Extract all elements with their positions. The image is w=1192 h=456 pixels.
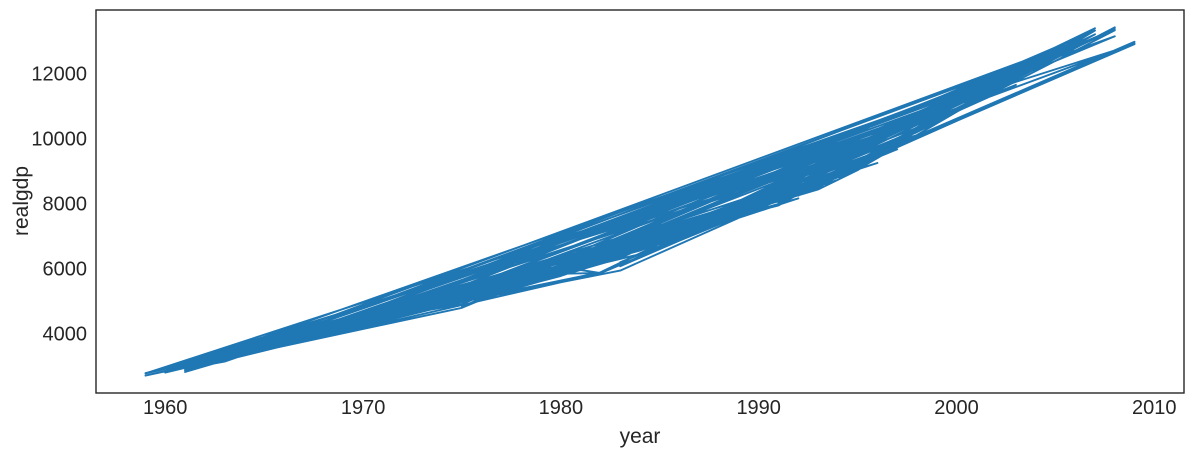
- y-tick-label: 8000: [43, 194, 88, 216]
- y-tick-label: 12000: [31, 63, 87, 85]
- axes-spines: [95, 9, 1185, 394]
- x-tick-label: 1980: [539, 397, 584, 419]
- y-tick-label: 10000: [31, 129, 87, 151]
- x-tick-label: 1960: [143, 397, 188, 419]
- x-tick-label: 1970: [341, 397, 386, 419]
- realgdp-line: [144, 26, 1136, 377]
- y-tick-label: 4000: [43, 324, 88, 346]
- y-tick-label: 6000: [43, 259, 88, 281]
- x-tick-label: 2000: [934, 397, 979, 419]
- y-axis-label: realgdp: [10, 165, 33, 237]
- x-tick-label: 2010: [1132, 397, 1177, 419]
- x-axis-label: year: [619, 425, 661, 448]
- x-tick-label: 1990: [736, 397, 781, 419]
